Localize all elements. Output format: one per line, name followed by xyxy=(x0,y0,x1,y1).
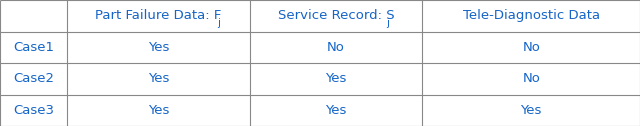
Text: j: j xyxy=(386,18,389,28)
Text: No: No xyxy=(522,41,540,54)
Text: Case1: Case1 xyxy=(13,41,54,54)
Text: Tele-Diagnostic Data: Tele-Diagnostic Data xyxy=(463,9,600,22)
Text: Yes: Yes xyxy=(520,104,542,117)
Text: Yes: Yes xyxy=(148,104,169,117)
Text: Case2: Case2 xyxy=(13,72,54,85)
Text: Yes: Yes xyxy=(325,72,347,85)
Text: j: j xyxy=(218,18,220,28)
Text: Case3: Case3 xyxy=(13,104,54,117)
Text: Part Failure Data: F: Part Failure Data: F xyxy=(95,9,221,22)
Text: No: No xyxy=(522,72,540,85)
Text: Yes: Yes xyxy=(148,41,169,54)
Text: Service Record: S: Service Record: S xyxy=(278,9,394,22)
Text: Yes: Yes xyxy=(148,72,169,85)
Text: Yes: Yes xyxy=(325,104,347,117)
Text: No: No xyxy=(327,41,345,54)
